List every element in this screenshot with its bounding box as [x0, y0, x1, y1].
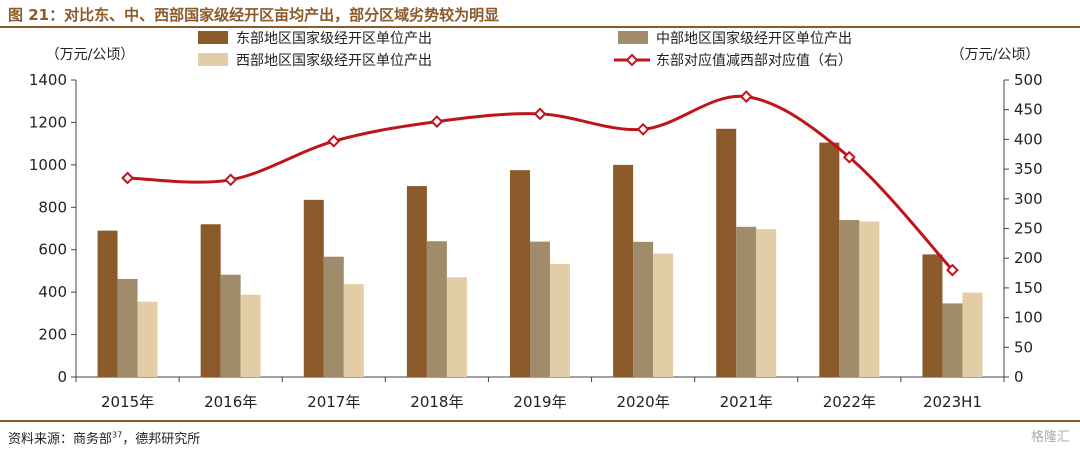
legend-east-swatch [198, 31, 228, 44]
x-tick-label: 2022年 [823, 393, 876, 411]
left-tick-label: 600 [38, 241, 67, 259]
legend-diff-label: 东部对应值减西部对应值（右） [656, 52, 852, 69]
diff-line-marker [430, 115, 444, 128]
left-tick-label: 800 [38, 198, 67, 216]
x-tick-label: 2020年 [617, 393, 670, 411]
diff-line-marker [533, 107, 547, 121]
bar-west [756, 229, 777, 377]
bar-east [922, 254, 943, 377]
bars [97, 128, 983, 377]
left-tick-label: 1200 [29, 113, 67, 131]
bottom-rule [0, 420, 1080, 422]
x-tick-label: 2016年 [204, 393, 257, 411]
bar-central [323, 256, 344, 377]
legend: 东部地区国家级经开区单位产出 中部地区国家级经开区单位产出西部地区国家级经开区单位… [198, 30, 852, 69]
left-tick-label: 1400 [29, 71, 67, 89]
x-tick-label: 2019年 [513, 393, 566, 411]
diff-line-marker [327, 134, 341, 148]
bar-central [220, 274, 241, 377]
legend-central-label: 中部地区国家级经开区单位产出 [656, 30, 852, 47]
legend-diff-marker [625, 53, 639, 67]
legend-central-swatch [618, 31, 648, 44]
bar-east [510, 170, 530, 377]
right-tick-label: 200 [1014, 249, 1043, 267]
x-tick-label: 2023H1 [923, 393, 982, 411]
bar-west [859, 221, 880, 377]
source-note: 资料来源：商务部37，德邦研究所 [8, 430, 201, 447]
diff-line-marker [739, 90, 753, 104]
x-tick-label: 2015年 [101, 393, 154, 411]
right-tick-label: 450 [1014, 101, 1043, 119]
right-axis-label: （万元/公顷） [951, 47, 1040, 63]
bar-central [117, 278, 138, 377]
bar-central [839, 220, 860, 377]
watermark: 格隆汇 [1030, 430, 1070, 445]
top-rule [0, 26, 1080, 28]
right-tick-label: 250 [1014, 220, 1043, 238]
bar-central [942, 303, 963, 377]
x-tick-label: 2018年 [410, 393, 463, 411]
left-tick-label: 1000 [29, 156, 67, 174]
bar-central [530, 241, 550, 377]
left-tick-label: 400 [38, 283, 67, 301]
right-tick-label: 0 [1014, 368, 1024, 386]
right-tick-label: 300 [1014, 190, 1043, 208]
diff-line-marker [121, 171, 134, 185]
legend-west-swatch [198, 53, 228, 66]
bar-west [343, 284, 364, 377]
x-tick-label: 2017年 [307, 393, 360, 411]
bar-east [97, 230, 118, 377]
right-tick-label: 100 [1014, 309, 1043, 327]
bar-central [736, 226, 757, 377]
diff-line-marker [946, 263, 959, 277]
figure-title: 图 21：对比东、中、西部国家级经开区亩均产出，部分区域劣势较为明显 [8, 6, 500, 24]
right-tick-label: 500 [1014, 71, 1043, 89]
bar-east [613, 164, 634, 377]
bar-west [240, 294, 261, 377]
bar-east [200, 224, 221, 377]
right-tick-label: 400 [1014, 130, 1043, 148]
bar-east [716, 128, 737, 377]
x-tick-label: 2021年 [720, 393, 773, 411]
diff-line-marker [224, 173, 238, 187]
left-axis-label: （万元/公顷） [46, 47, 135, 63]
bar-east [819, 142, 840, 377]
left-tick-label: 200 [38, 326, 67, 344]
bar-central [633, 241, 654, 377]
chart: 0 200 400 600 800 1000 1200 1400 0 50 100 150 200 250… [29, 30, 1043, 411]
bar-west [653, 253, 674, 377]
bar-west [550, 263, 570, 377]
diff-line-marker [636, 122, 650, 136]
bar-west [446, 277, 467, 377]
diff-line [121, 90, 959, 277]
bar-west [137, 301, 158, 377]
bar-east [303, 199, 324, 377]
right-tick-label: 350 [1014, 160, 1043, 178]
left-tick-label: 0 [57, 368, 67, 386]
diff-line-marker [842, 150, 856, 164]
bar-west [962, 292, 983, 377]
right-tick-label: 50 [1014, 338, 1033, 356]
legend-east-label: 东部地区国家级经开区单位产出 [236, 30, 432, 47]
legend-west-label: 西部地区国家级经开区单位产出 [236, 52, 432, 69]
bar-east [406, 186, 427, 377]
right-tick-label: 150 [1014, 279, 1043, 297]
axes: 0 200 400 600 800 1000 1200 1400 0 50 100 150 200 250… [29, 47, 1043, 411]
bar-central [426, 241, 447, 377]
